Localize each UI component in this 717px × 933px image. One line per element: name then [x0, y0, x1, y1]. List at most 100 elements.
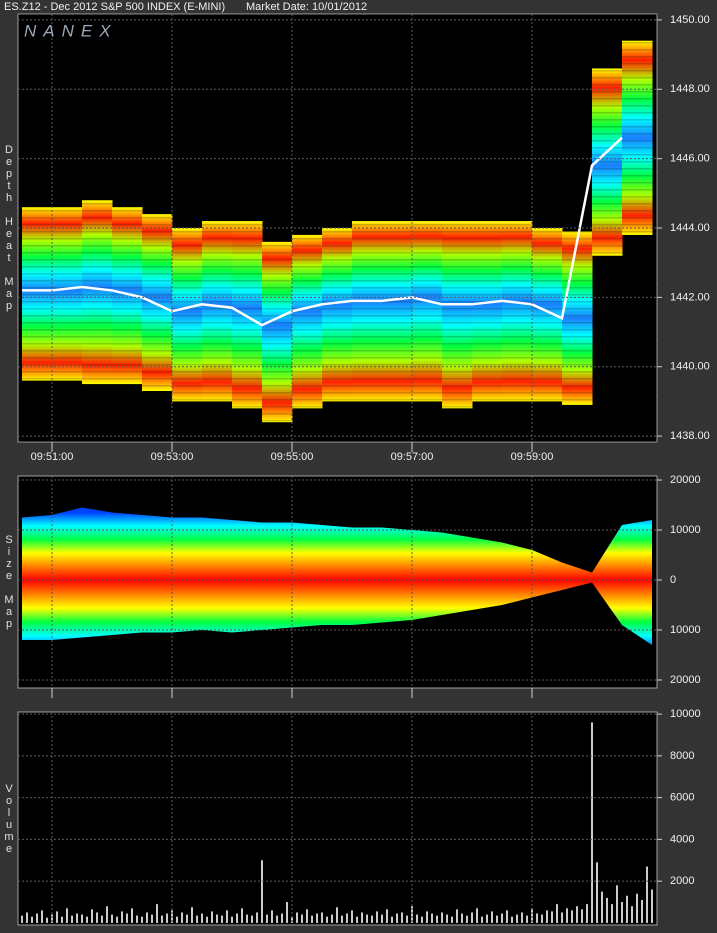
- volume-bar: [431, 913, 433, 923]
- volume-bar: [131, 908, 133, 923]
- volume-bar: [396, 913, 398, 923]
- volume-bar: [506, 910, 508, 923]
- volume-bar: [516, 914, 518, 923]
- y-tick-label: 10000: [670, 524, 701, 536]
- y-tick-label: 1438.00: [670, 430, 710, 442]
- volume-bar: [406, 915, 408, 923]
- volume-bar: [76, 913, 78, 923]
- y-tick-label: 1450.00: [670, 14, 710, 26]
- mid-price-line: [22, 136, 623, 327]
- volume-bar: [236, 913, 238, 923]
- volume-bar: [621, 902, 623, 923]
- volume-bar: [116, 916, 118, 923]
- volume-bar: [646, 866, 648, 923]
- volume-bar: [581, 909, 583, 923]
- volume-bar: [501, 913, 503, 923]
- volume-bar: [361, 912, 363, 923]
- volume-bar: [216, 914, 218, 923]
- panel: [17, 711, 658, 926]
- volume-bar: [376, 911, 378, 923]
- volume-bar: [191, 907, 193, 923]
- volume-bar: [91, 909, 93, 923]
- volume-bar: [561, 912, 563, 923]
- plot-area: [22, 507, 652, 645]
- volume-bar: [246, 914, 248, 923]
- volume-bar: [181, 912, 183, 923]
- chart-title: ES.Z12 - Dec 2012 S&P 500 INDEX (E-MINI): [4, 1, 225, 13]
- volume-bar: [601, 891, 603, 923]
- volume-bar: [556, 904, 558, 923]
- market-date: Market Date: 10/01/2012: [246, 1, 367, 13]
- logo: NANEX: [24, 21, 118, 40]
- volume-bar: [36, 913, 38, 923]
- volume-bar: [356, 916, 358, 923]
- volume-bar: [261, 860, 263, 923]
- volume-bar: [46, 917, 48, 923]
- volume-bar: [271, 910, 273, 923]
- volume-bar: [416, 914, 418, 923]
- volume-bar: [241, 908, 243, 923]
- volume-bar: [251, 915, 253, 923]
- volume-bar: [496, 915, 498, 923]
- y-tick-label: 1444.00: [670, 222, 710, 234]
- volume-bar: [186, 914, 188, 923]
- volume-bar: [371, 915, 373, 923]
- volume-bar: [56, 911, 58, 923]
- volume-bar: [586, 904, 588, 923]
- volume-bar: [296, 912, 298, 923]
- volume-bar: [31, 916, 33, 923]
- volume-bar: [331, 914, 333, 923]
- x-tick-label: 09:53:00: [151, 451, 194, 463]
- volume-bar: [26, 912, 28, 923]
- y-tick-label: 20000: [670, 474, 701, 486]
- panel-label: Volume: [3, 782, 15, 855]
- volume-bar: [641, 899, 643, 923]
- volume-bar: [66, 908, 68, 923]
- volume-bar: [141, 916, 143, 923]
- volume-bar: [281, 913, 283, 923]
- y-tick-label: 10000: [670, 624, 701, 636]
- volume-bar: [636, 893, 638, 923]
- volume-bar: [576, 906, 578, 923]
- volume-bar: [321, 912, 323, 923]
- volume-bar: [211, 911, 213, 923]
- x-tick-label: 09:51:00: [31, 451, 74, 463]
- volume-bar: [196, 915, 198, 923]
- y-tick-label: 2000: [670, 875, 694, 887]
- price-level-stripes: [18, 14, 657, 442]
- volume-bar: [366, 914, 368, 923]
- volume-bar: [101, 915, 103, 923]
- volume-bar: [436, 915, 438, 923]
- volume-bar: [346, 913, 348, 923]
- y-tick-label: 1440.00: [670, 361, 710, 373]
- volume-bar: [596, 862, 598, 923]
- volume-bar: [256, 912, 258, 923]
- volume-bar: [606, 897, 608, 923]
- volume-bar: [226, 910, 228, 923]
- volume-bar: [591, 722, 593, 923]
- plot-area: [21, 722, 653, 923]
- y-tick-label: 4000: [670, 833, 694, 845]
- size-area: [22, 507, 652, 580]
- volume-bar: [626, 895, 628, 923]
- volume-bar: [311, 915, 313, 923]
- volume-bar: [106, 906, 108, 923]
- volume-bar: [151, 914, 153, 923]
- y-tick-label: 1442.00: [670, 291, 710, 303]
- panel-label: Size Map: [3, 534, 15, 630]
- x-tick-label: 09:57:00: [391, 451, 434, 463]
- volume-bar: [631, 906, 633, 923]
- volume-bar: [121, 911, 123, 923]
- volume-bar: [546, 910, 548, 923]
- volume-bar: [566, 908, 568, 923]
- volume-bar: [541, 914, 543, 923]
- volume-bar: [471, 912, 473, 923]
- volume-bar: [111, 914, 113, 923]
- volume-bar: [161, 915, 163, 923]
- volume-bar: [306, 909, 308, 923]
- y-tick-label: 10000: [670, 708, 701, 720]
- plot-area: [18, 14, 657, 442]
- volume-bar: [341, 915, 343, 923]
- volume-bar: [421, 916, 423, 923]
